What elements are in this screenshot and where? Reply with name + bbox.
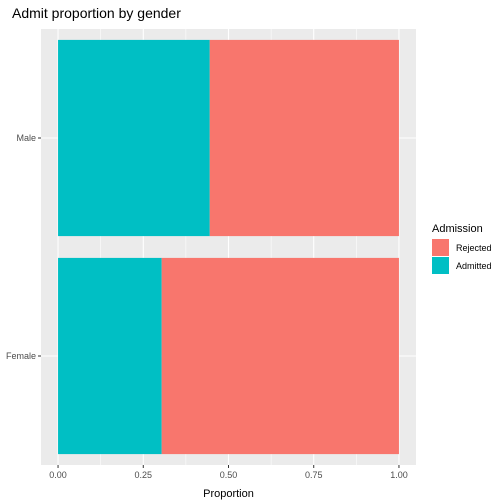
legend: Admission Rejected Admitted [432,223,492,274]
x-axis: 0.00 0.25 0.50 0.75 1.00 [49,465,408,480]
bar-admitted-female [58,257,162,455]
chart-title: Admit proportion by gender [12,5,181,21]
y-tick-label: Male [16,133,36,143]
x-axis-title: Proportion [203,488,254,500]
x-tick-label: 0.25 [135,470,153,480]
bar-admitted-male [58,39,210,237]
legend-key-admitted [432,257,449,274]
legend-label: Rejected [456,243,492,253]
y-axis: Male Female [6,133,41,361]
x-tick-label: 1.00 [390,470,408,480]
x-tick-label: 0.50 [220,470,238,480]
legend-title: Admission [432,223,483,235]
legend-label: Admitted [456,261,492,271]
legend-key-rejected [432,239,449,256]
y-tick-label: Female [6,351,36,361]
bar-rejected-male [209,39,399,237]
x-tick-label: 0.00 [49,470,67,480]
bar-rejected-female [161,257,399,455]
bars [58,39,399,455]
x-tick-label: 0.75 [305,470,323,480]
